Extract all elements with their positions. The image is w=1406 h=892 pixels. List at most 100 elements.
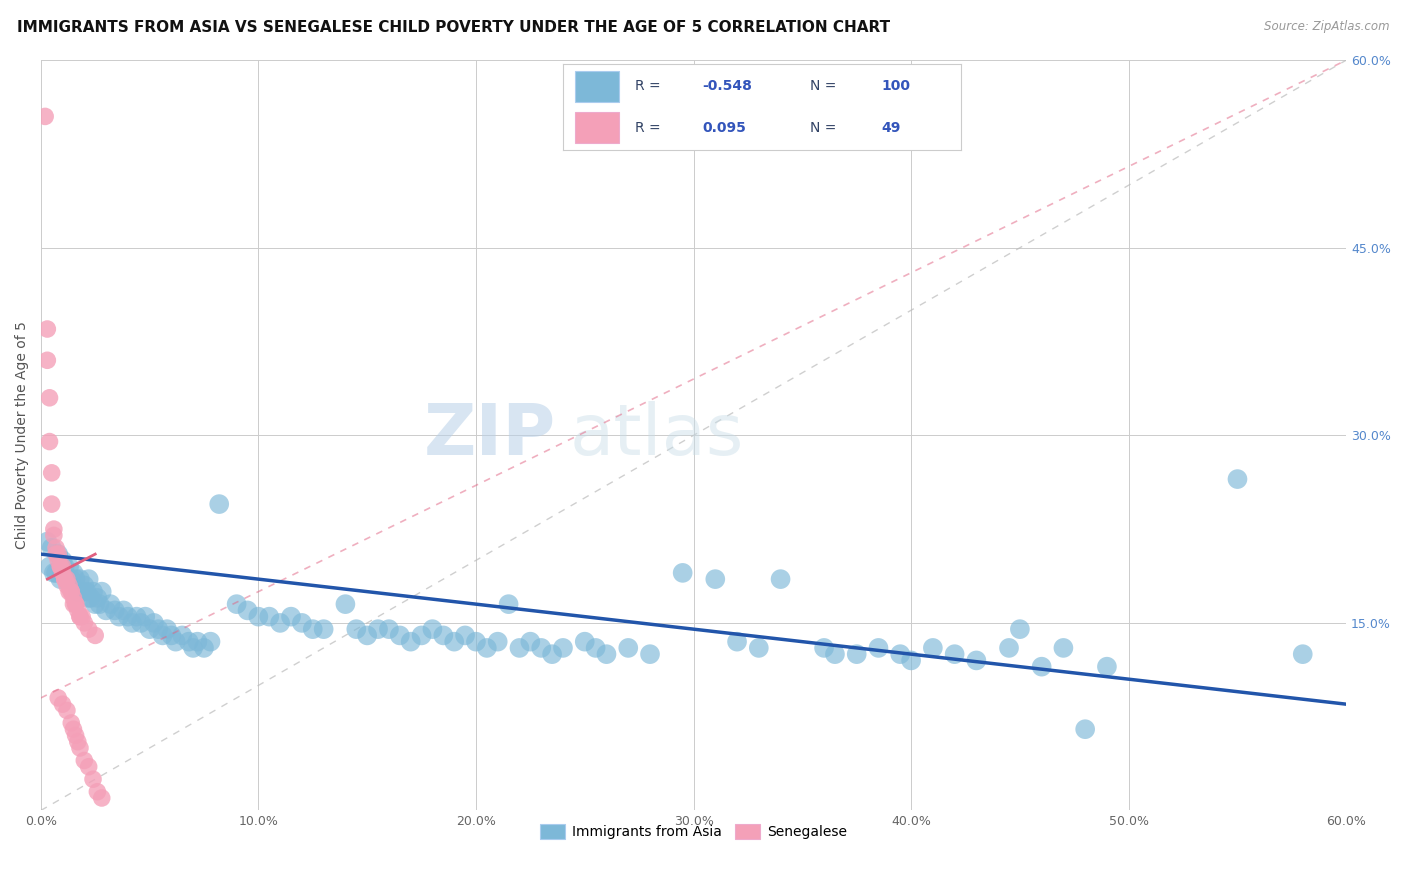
Point — [117, 609, 139, 624]
Point — [172, 628, 194, 642]
Point — [37, 534, 59, 549]
Point — [89, 597, 111, 611]
Y-axis label: Child Poverty Under the Age of 5: Child Poverty Under the Age of 5 — [15, 321, 30, 549]
Point — [585, 640, 607, 655]
Point — [129, 615, 152, 630]
Point — [672, 566, 695, 580]
Point — [45, 547, 67, 561]
Point — [77, 591, 100, 605]
Point — [42, 522, 65, 536]
Point — [86, 785, 108, 799]
Point — [58, 578, 80, 592]
Point — [344, 622, 367, 636]
Point — [704, 572, 727, 586]
Point — [551, 640, 574, 655]
Point — [37, 353, 59, 368]
Point — [53, 572, 76, 586]
Point — [84, 628, 107, 642]
Point — [66, 584, 89, 599]
Point — [824, 647, 846, 661]
Point — [138, 622, 160, 636]
Point — [60, 715, 83, 730]
Point — [1095, 659, 1118, 673]
Point — [998, 640, 1021, 655]
Point — [69, 609, 91, 624]
Point — [367, 622, 389, 636]
Point — [69, 741, 91, 756]
Point — [335, 597, 357, 611]
Point — [108, 609, 131, 624]
Point — [519, 634, 541, 648]
Point — [46, 690, 69, 705]
Point — [66, 603, 89, 617]
Point — [259, 609, 281, 624]
Point — [53, 572, 76, 586]
Point — [77, 622, 100, 636]
Point — [70, 584, 93, 599]
Point — [77, 572, 100, 586]
Point — [225, 597, 247, 611]
Point — [41, 541, 63, 555]
Point — [247, 609, 270, 624]
Point — [56, 572, 79, 586]
Point — [45, 541, 67, 555]
Point — [69, 572, 91, 586]
Point — [104, 603, 127, 617]
Point — [112, 603, 135, 617]
Point — [51, 566, 73, 580]
Point — [356, 628, 378, 642]
Point — [769, 572, 792, 586]
Point — [80, 591, 103, 605]
Point — [1008, 622, 1031, 636]
Text: Source: ZipAtlas.com: Source: ZipAtlas.com — [1264, 20, 1389, 33]
Point — [65, 572, 87, 586]
Point — [38, 559, 60, 574]
Point — [51, 559, 73, 574]
Point — [62, 566, 84, 580]
Point — [208, 497, 231, 511]
Point — [432, 628, 454, 642]
Point — [181, 640, 204, 655]
Point — [76, 584, 98, 599]
Point — [748, 640, 770, 655]
Point — [1292, 647, 1315, 661]
Point — [291, 615, 314, 630]
Point — [134, 609, 156, 624]
Text: ZIP: ZIP — [425, 401, 557, 470]
Point — [41, 466, 63, 480]
Point — [56, 578, 79, 592]
Point — [46, 553, 69, 567]
Point — [125, 609, 148, 624]
Point — [42, 528, 65, 542]
Point — [90, 584, 112, 599]
Point — [868, 640, 890, 655]
Text: atlas: atlas — [569, 401, 744, 470]
Point — [454, 628, 477, 642]
Point — [62, 722, 84, 736]
Point — [60, 584, 83, 599]
Point — [142, 615, 165, 630]
Point — [156, 622, 179, 636]
Point — [200, 634, 222, 648]
Point — [121, 615, 143, 630]
Point — [56, 572, 79, 586]
Point — [617, 640, 640, 655]
Point — [45, 566, 67, 580]
Point — [66, 735, 89, 749]
Point — [70, 609, 93, 624]
Point — [595, 647, 617, 661]
Point — [411, 628, 433, 642]
Point — [69, 609, 91, 624]
Point — [845, 647, 868, 661]
Point — [41, 497, 63, 511]
Point — [399, 634, 422, 648]
Point — [574, 634, 596, 648]
Point — [46, 547, 69, 561]
Point — [56, 703, 79, 717]
Point — [921, 640, 943, 655]
Point — [193, 640, 215, 655]
Point — [638, 647, 661, 661]
Point — [889, 647, 911, 661]
Point — [49, 559, 72, 574]
Point — [37, 322, 59, 336]
